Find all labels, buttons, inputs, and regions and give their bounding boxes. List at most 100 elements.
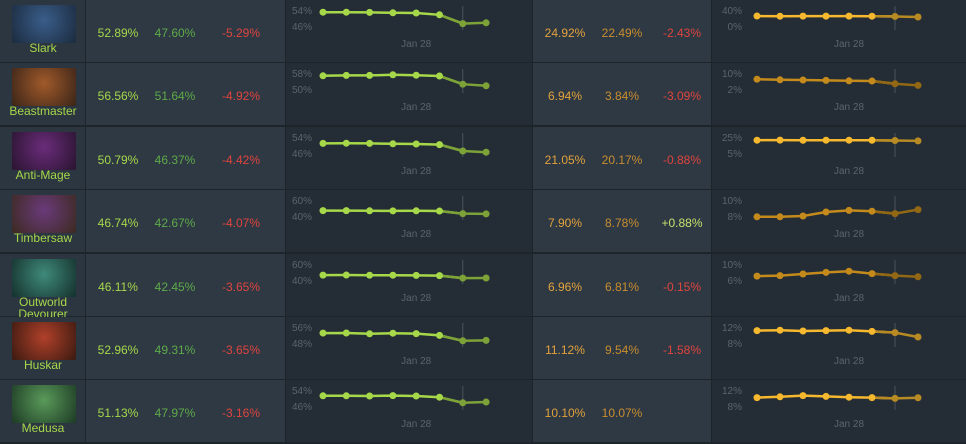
pick-rate-prev: 22.49% — [601, 26, 643, 40]
pick-rate-prev: 10.07% — [601, 406, 643, 421]
trend-point — [891, 12, 899, 20]
trend-point — [459, 274, 467, 282]
sparkline: 25% 5% Jan 28 — [722, 132, 922, 177]
trend-point — [799, 12, 807, 20]
win-change: -4.42% — [221, 152, 261, 167]
trend-point — [319, 8, 327, 16]
pick-stats: 11.12% 9.54% -1.58% — [533, 317, 711, 379]
x-tick-label: Jan 28 — [834, 102, 864, 113]
pick-chart: 12% 8% Jan 28 — [712, 317, 966, 379]
trend-point — [822, 393, 830, 401]
y-tick-label: 5% — [728, 149, 743, 160]
trend-point — [342, 329, 350, 337]
win-stats: 52.96% 49.31% -3.65% — [86, 317, 285, 379]
hero-icon — [12, 195, 76, 234]
sparkline: 12% 8% Jan 28 — [722, 386, 922, 430]
win-rate: 51.13% — [97, 406, 139, 421]
y-tick-label: 46% — [292, 402, 312, 413]
trend-point — [319, 72, 327, 80]
pick-chart: 12% 8% Jan 28 — [712, 380, 966, 443]
pick-stats: 6.96% 6.81% -0.15% — [533, 253, 711, 316]
trend-point — [753, 76, 761, 84]
y-tick-label: 54% — [292, 386, 312, 397]
trend-point — [366, 392, 374, 400]
hero-icon — [12, 258, 76, 297]
y-tick-label: 50% — [292, 85, 312, 96]
win-chart: 58% 50% Jan 28 — [286, 63, 532, 126]
trend-point — [914, 13, 922, 21]
pick-rate-prev: 6.81% — [604, 279, 640, 294]
x-tick-label: Jan 28 — [401, 356, 431, 367]
pick-rate: 21.05% — [544, 152, 586, 167]
win-rate: 46.11% — [98, 279, 138, 294]
win-chart: 54% 46% Jan 28 — [286, 0, 532, 62]
pick-change: -2.43% — [662, 26, 702, 40]
pick-chart: 25% 5% Jan 28 — [712, 126, 966, 189]
pick-rate: 11.12% — [545, 343, 585, 357]
pick-rate-prev: 8.78% — [604, 216, 640, 231]
pick-rate: 6.96% — [547, 279, 583, 294]
x-tick-label: Jan 28 — [401, 102, 431, 113]
x-tick-label: Jan 28 — [401, 39, 431, 50]
trend-point — [868, 207, 876, 215]
win-change: -3.65% — [221, 279, 261, 294]
trend-point — [914, 394, 922, 402]
trend-point — [914, 272, 922, 280]
y-tick-label: 8% — [728, 339, 743, 350]
trend-point — [412, 72, 420, 80]
table-row: Anti-Mage 50.79% 46.37% -4.42% 54% 46% Jan 28 2… — [0, 126, 966, 189]
trend-point — [868, 77, 876, 85]
trend-point — [891, 271, 899, 279]
pick-change: -0.15% — [662, 279, 702, 294]
trend-point — [342, 207, 350, 215]
x-tick-label: Jan 28 — [401, 293, 431, 304]
win-rate: 52.96% — [97, 343, 139, 357]
y-tick-label: 48% — [292, 339, 312, 350]
win-change: -4.07% — [221, 216, 261, 231]
pick-rate-prev: 9.54% — [604, 343, 640, 357]
trend-point — [845, 207, 853, 215]
trend-point — [914, 137, 922, 145]
y-tick-label: 40% — [292, 212, 312, 223]
sparkline: 10% 8% Jan 28 — [722, 196, 922, 240]
win-rate-prev: 47.97% — [154, 406, 196, 421]
sparkline: 58% 50% Jan 28 — [292, 69, 490, 113]
y-tick-label: 46% — [292, 22, 312, 33]
trend-point — [319, 392, 327, 400]
trend-point — [845, 12, 853, 20]
trend-point — [342, 72, 350, 80]
hero-icon — [12, 5, 76, 43]
y-tick-label: 54% — [292, 6, 312, 17]
pick-chart: 10% 6% Jan 28 — [712, 253, 966, 316]
trend-point — [459, 399, 467, 407]
trend-point — [845, 77, 853, 85]
x-tick-label: Jan 28 — [834, 419, 864, 430]
trend-point — [319, 139, 327, 147]
hero-cell: Timbersaw — [0, 190, 85, 253]
win-rate: 46.74% — [97, 216, 139, 231]
y-tick-label: 10% — [722, 260, 742, 271]
win-chart: 54% 46% Jan 28 — [286, 126, 532, 189]
trend-point — [436, 72, 443, 80]
sparkline: 54% 46% Jan 28 — [292, 6, 490, 50]
trend-point — [891, 80, 899, 88]
hero-name: Anti-Mage — [15, 167, 71, 182]
hero-name: Medusa — [21, 421, 65, 436]
trend-point — [776, 213, 784, 221]
trend-point — [389, 329, 397, 337]
hero-cell: Huskar — [0, 317, 85, 379]
pick-stats: 24.92% 22.49% -2.43% — [533, 0, 711, 62]
trend-point — [412, 9, 420, 17]
trend-point — [319, 329, 327, 337]
trend-point — [412, 392, 420, 400]
trend-point — [822, 136, 830, 144]
sparkline: 60% 40% Jan 28 — [292, 196, 490, 240]
win-chart: 56% 48% Jan 28 — [286, 317, 532, 379]
trend-point — [868, 136, 876, 144]
pick-change: +0.88% — [661, 216, 703, 231]
trend-point — [845, 394, 853, 402]
y-tick-label: 6% — [728, 276, 743, 287]
trend-point — [776, 12, 784, 20]
trend-point — [845, 326, 853, 334]
pick-chart: 40% 0% Jan 28 — [712, 0, 966, 62]
